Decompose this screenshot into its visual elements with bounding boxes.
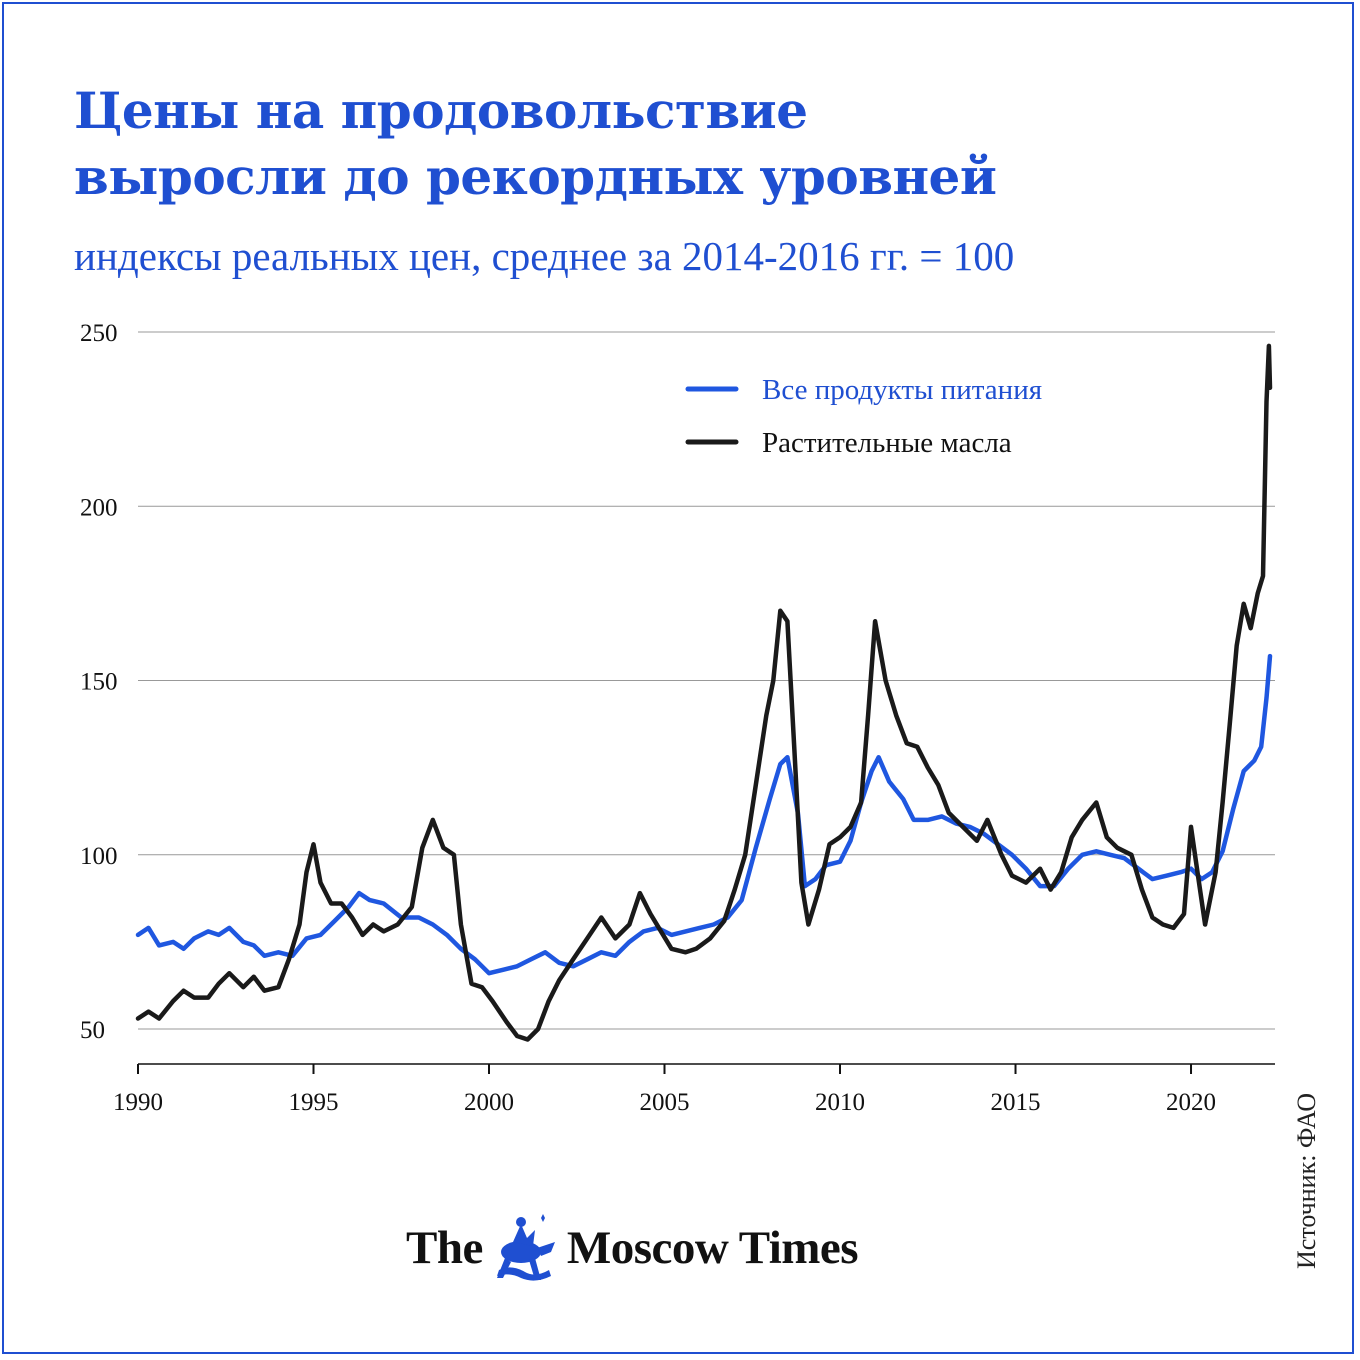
title-line-1: Цены на продовольствие bbox=[74, 81, 808, 140]
axes: 50 100 150 200 250 1990 1995 2000 2005 2010 2015 20… bbox=[80, 320, 1275, 1116]
series-line-oils bbox=[135, 343, 1273, 1042]
chart-title: Цены на продовольствие выросли до рекорд… bbox=[74, 78, 997, 210]
x-tick-label-2000: 2000 bbox=[464, 1089, 514, 1116]
y-tick-label-250: 250 bbox=[80, 320, 118, 347]
series-line-food bbox=[135, 653, 1273, 976]
y-tick-label-200: 200 bbox=[80, 494, 118, 521]
series-group bbox=[135, 343, 1273, 1042]
y-tick-label-150: 150 bbox=[80, 669, 118, 696]
legend-label-1: Все продукты питания bbox=[762, 374, 1042, 406]
st-george-emblem-icon bbox=[491, 1212, 559, 1284]
title-line-2: выросли до рекордных уровней bbox=[74, 147, 997, 206]
x-tick-label-1995: 1995 bbox=[289, 1089, 339, 1116]
brand-logo[interactable]: The Moscow Times bbox=[406, 1208, 966, 1288]
legend: Все продукты питания Растительные масла bbox=[685, 374, 1042, 459]
chart-subtitle: индексы реальных цен, среднее за 2014-20… bbox=[74, 233, 1015, 279]
brand-word-moscow-times: Moscow Times bbox=[566, 1222, 859, 1274]
x-tick-label-2020: 2020 bbox=[1166, 1089, 1216, 1116]
x-tick-label-1990: 1990 bbox=[113, 1089, 163, 1116]
x-tick-label-2005: 2005 bbox=[640, 1089, 690, 1116]
y-tick-label-100: 100 bbox=[80, 843, 118, 870]
brand-word-the: The bbox=[406, 1222, 483, 1274]
legend-label-2: Растительные масла bbox=[762, 427, 1012, 459]
x-tick-label-2015: 2015 bbox=[991, 1089, 1041, 1116]
x-tick-label-2010: 2010 bbox=[815, 1089, 865, 1116]
y-tick-label-50: 50 bbox=[80, 1017, 105, 1044]
source-note: Источник: ФАО bbox=[1292, 1092, 1321, 1269]
